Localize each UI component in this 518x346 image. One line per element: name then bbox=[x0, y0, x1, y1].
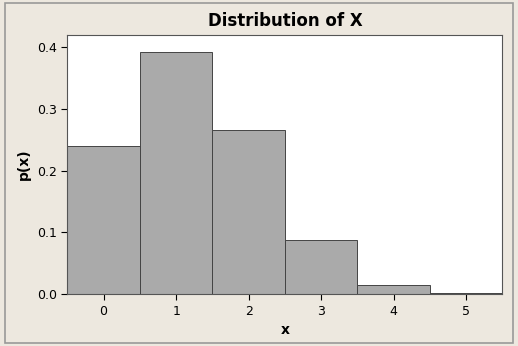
Bar bbox=[357, 285, 430, 294]
Y-axis label: p(x): p(x) bbox=[18, 148, 32, 180]
X-axis label: x: x bbox=[280, 323, 290, 337]
Bar bbox=[285, 240, 357, 294]
Bar bbox=[140, 52, 212, 294]
Title: Distribution of X: Distribution of X bbox=[208, 12, 362, 30]
Bar bbox=[212, 130, 285, 294]
Bar bbox=[67, 146, 140, 294]
Bar bbox=[430, 293, 502, 294]
